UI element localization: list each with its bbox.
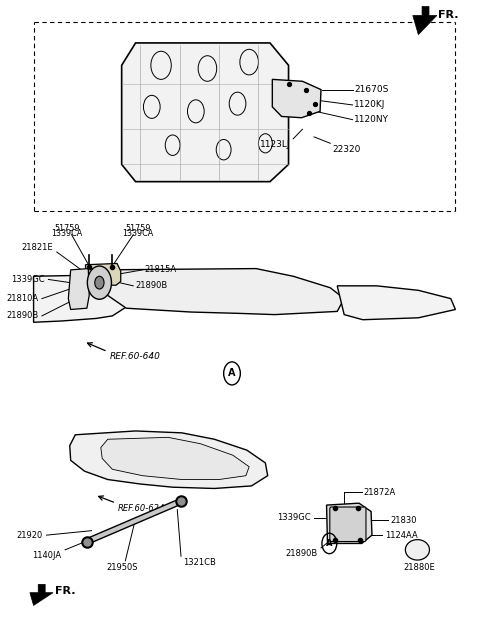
Text: 1123LJ: 1123LJ [260,140,291,149]
Polygon shape [272,80,321,117]
Text: 21830: 21830 [391,516,417,525]
Text: 1140JA: 1140JA [32,551,61,560]
Text: 21815A: 21815A [145,265,177,274]
Text: 21821E: 21821E [22,243,53,252]
Text: 1124AA: 1124AA [385,531,418,540]
Text: 21950S: 21950S [107,562,138,571]
Text: REF.60-624: REF.60-624 [118,504,165,513]
Polygon shape [101,437,249,480]
Text: A: A [326,539,333,548]
Polygon shape [101,268,344,315]
Ellipse shape [406,540,430,560]
Text: 51759: 51759 [54,224,80,233]
Polygon shape [121,43,288,182]
Text: 21670S: 21670S [354,85,389,94]
Text: 22320: 22320 [332,144,360,153]
Polygon shape [68,268,89,309]
Text: 1339CA: 1339CA [122,229,154,238]
Text: FR.: FR. [438,10,459,21]
Text: 21890B: 21890B [6,311,38,320]
Polygon shape [85,263,121,285]
Text: 21890B: 21890B [285,549,317,558]
Text: 21872A: 21872A [364,488,396,497]
Circle shape [87,266,111,299]
Text: 51759: 51759 [125,224,151,233]
Polygon shape [34,275,126,322]
Text: 21920: 21920 [17,531,43,540]
Polygon shape [337,286,456,320]
Polygon shape [30,584,53,605]
Polygon shape [326,503,372,543]
Polygon shape [413,6,437,35]
Text: 1339CA: 1339CA [51,229,83,238]
Text: 21810A: 21810A [6,294,38,303]
Text: A: A [228,369,236,378]
Circle shape [95,276,104,289]
Text: 1339GC: 1339GC [277,514,311,523]
Text: 21890B: 21890B [135,281,168,290]
Text: 21880E: 21880E [403,562,435,571]
FancyBboxPatch shape [330,507,366,542]
Text: 1120KJ: 1120KJ [354,100,386,109]
Text: FR.: FR. [55,586,75,596]
Text: 1321CB: 1321CB [183,557,216,566]
Text: 1339GC: 1339GC [12,275,45,284]
Text: REF.60-640: REF.60-640 [109,352,160,361]
Polygon shape [70,431,268,489]
Text: 1120NY: 1120NY [354,115,389,124]
